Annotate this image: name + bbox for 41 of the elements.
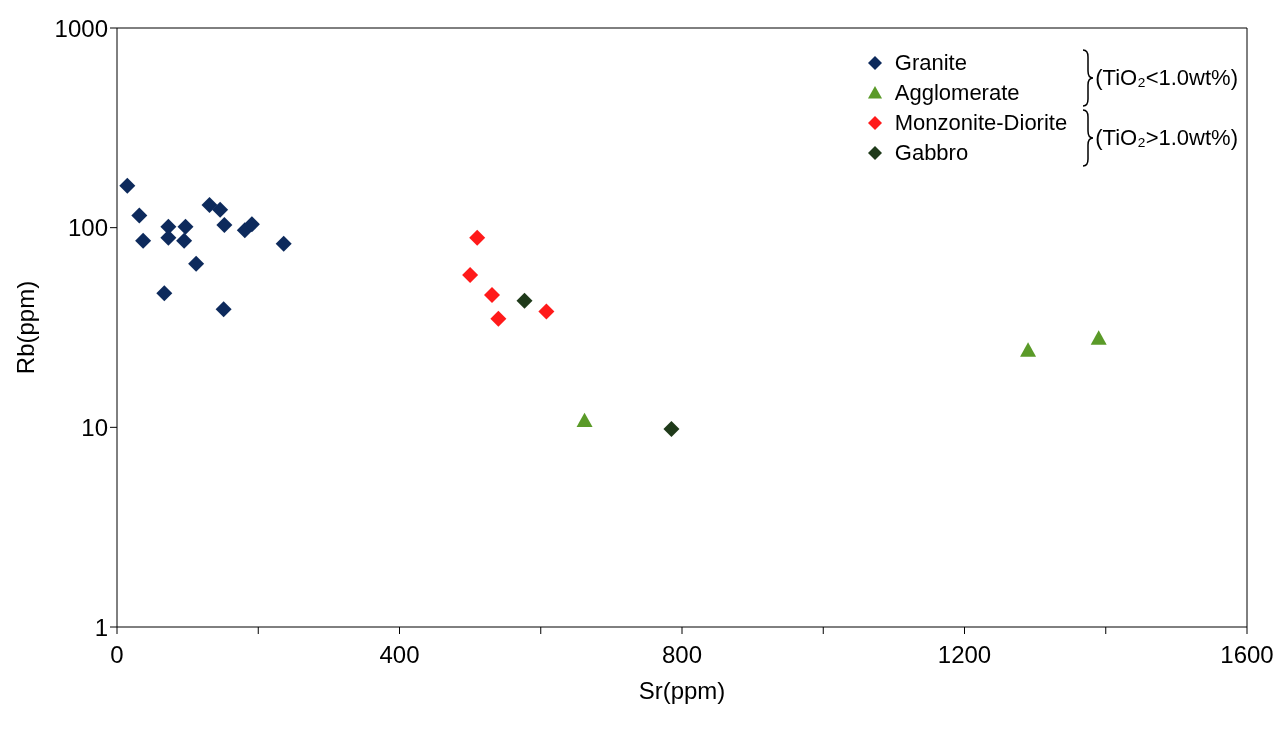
x-tick-label: 0 [110,641,124,669]
point [538,303,555,320]
annotation: (TiO₂<1.0wt%) [1095,65,1238,91]
point [516,292,533,309]
y-tick-label: 100 [67,214,108,242]
point [212,201,229,218]
y-tick-label: 1 [94,613,108,641]
point [156,285,173,302]
point [1020,342,1037,357]
legend-label: Gabbro [894,140,969,166]
y-axis-title: Rb(ppm) [11,280,39,375]
point [131,207,148,224]
point [1090,330,1107,345]
point [177,218,194,235]
legend-label: Monzonite-Diorite [894,110,1068,136]
point [216,217,233,234]
point [119,177,136,194]
x-tick-label: 400 [379,641,420,669]
annotation: (TiO₂>1.0wt%) [1095,125,1238,151]
x-tick-label: 1200 [937,641,992,669]
point [469,229,486,246]
point [188,255,205,272]
point [135,232,152,249]
x-tick-label: 800 [661,641,703,669]
y-tick-label: 10 [81,413,108,441]
point [201,196,218,213]
x-axis-title: Sr(ppm) [638,677,726,704]
point [663,421,680,438]
point [243,216,260,233]
point [490,310,507,327]
point [215,301,232,318]
point [160,218,177,235]
point [176,232,193,249]
legend-label: Agglomerate [894,80,1020,106]
point [576,412,593,428]
point [484,287,501,303]
x-tick-label: 1600 [1220,641,1274,669]
point [275,235,292,252]
point [462,266,479,283]
y-tick-label: 1000 [54,14,108,42]
legend-label: Granite [894,50,967,76]
